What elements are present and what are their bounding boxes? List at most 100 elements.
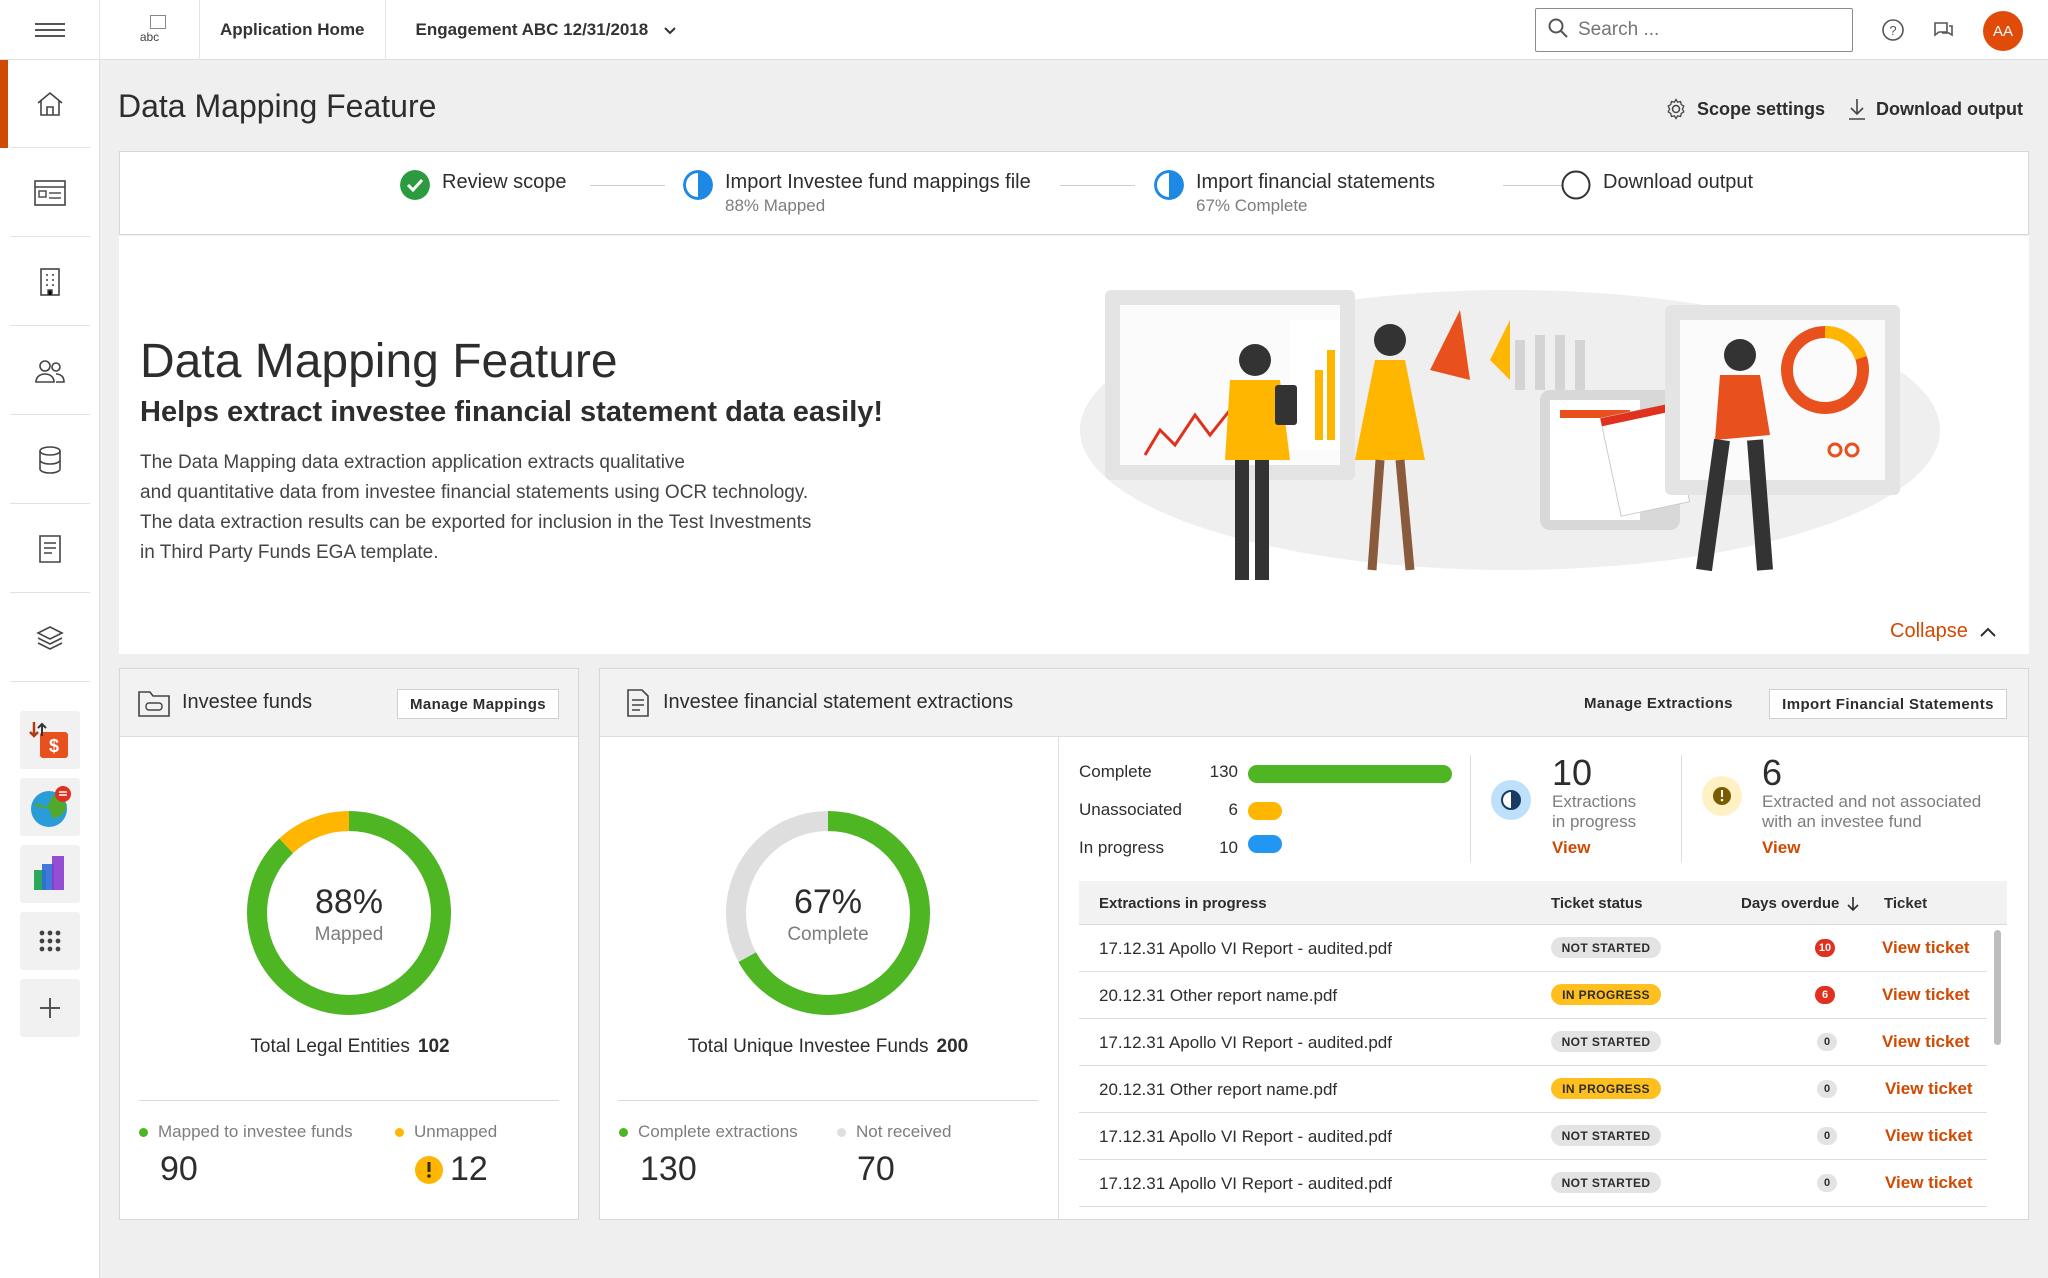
green-dot-icon (139, 1127, 148, 1137)
step-connector (1060, 185, 1135, 186)
app-globe[interactable] (20, 778, 80, 836)
check-circle-icon (400, 170, 430, 200)
dashboard-icon (34, 179, 66, 206)
days-overdue-badge: 0 (1817, 1127, 1837, 1145)
step-label: Download output (1603, 171, 1754, 193)
table-row: 20.12.31 Other report name.pdf IN PROGRES… (1079, 1066, 1987, 1113)
step-download-output[interactable]: Download output (1561, 170, 1753, 200)
days-overdue-badge: 6 (1815, 986, 1835, 1004)
plus-icon (40, 998, 60, 1018)
rail-people[interactable] (10, 327, 90, 415)
unmapped-value: 12 (450, 1150, 488, 1188)
step-review-scope[interactable]: Review scope (400, 170, 567, 200)
file-name: 17.12.31 Apollo VI Report - audited.pdf (1099, 1174, 1392, 1193)
column-header: Days overdue (1741, 895, 1840, 912)
chat-icon[interactable] (1930, 17, 1956, 43)
manage-extractions-link[interactable]: Manage Extractions (1584, 695, 1733, 712)
unmapped-segment (247, 811, 451, 1015)
search-icon (1548, 18, 1568, 43)
app-finance[interactable]: $ (20, 711, 80, 769)
download-icon (1849, 99, 1865, 120)
download-output-label: Download output (1876, 98, 2023, 119)
manage-mappings-button[interactable]: Manage Mappings (397, 689, 559, 719)
view-in-progress-link[interactable]: View (1552, 838, 1591, 857)
svg-text:$: $ (49, 736, 59, 756)
document-icon (627, 688, 649, 717)
complete-donut-label: 67% Complete (728, 883, 928, 946)
divider (1470, 755, 1471, 862)
layers-icon (36, 625, 64, 650)
application-home-link[interactable]: Application Home (200, 0, 386, 60)
step-sublabel: 88% Mapped (725, 196, 826, 215)
step-label: Import financial statements (1196, 171, 1435, 193)
complete-value: 130 (640, 1150, 697, 1188)
file-name: 20.12.31 Other report name.pdf (1099, 986, 1338, 1005)
status-badge: IN PROGRESS (1551, 984, 1661, 1005)
rail-dashboard[interactable] (10, 149, 90, 237)
rail-data[interactable] (10, 416, 90, 504)
view-ticket-link[interactable]: View ticket (1885, 1079, 1973, 1098)
search-box (1535, 8, 1853, 52)
avatar[interactable]: AA (1983, 11, 2023, 51)
unassociated-bar (1248, 802, 1282, 820)
days-overdue-sort[interactable]: Days overdue (1741, 895, 1859, 912)
view-ticket-link[interactable]: View ticket (1882, 1032, 1970, 1051)
table-row: 17.12.31 Apollo VI Report - audited.pdf N… (1079, 1160, 1987, 1207)
card-header: Investee funds (120, 669, 578, 737)
yellow-dot-icon (395, 1127, 404, 1137)
rail-entities[interactable] (10, 238, 90, 326)
view-ticket-link[interactable]: View ticket (1882, 938, 1970, 957)
legend-not-received: Not received (837, 1122, 951, 1142)
app-grid[interactable] (20, 912, 80, 970)
legend-label: Complete extractions (638, 1122, 798, 1141)
half-circle-icon (1154, 170, 1184, 200)
hero-description-line: in Third Party Funds EGA template. (140, 542, 439, 563)
divider (1058, 737, 1059, 1220)
card-title: Investee financial statement extractions (663, 691, 1014, 713)
view-ticket-link[interactable]: View ticket (1885, 1173, 1973, 1192)
table-scrollbar[interactable] (1994, 930, 2001, 1045)
finance-app-icon: $ (29, 722, 68, 758)
unmapped-value-group: 12 (414, 1150, 488, 1189)
step-label: Review scope (442, 171, 567, 193)
step-import-mappings[interactable]: Import Investee fund mappings file 88% M… (683, 170, 1031, 216)
warning-icon (415, 1155, 443, 1184)
import-financial-statements-button[interactable]: Import Financial Statements (1769, 689, 2007, 719)
investee-funds-card: Investee funds Manage Mappings (119, 668, 579, 1220)
view-ticket-link[interactable]: View ticket (1882, 985, 1970, 1004)
rail-reports[interactable] (10, 505, 90, 593)
donut-caption: Complete (787, 924, 869, 945)
view-unassociated-link[interactable]: View (1762, 838, 1801, 857)
help-icon[interactable]: ? (1880, 17, 1906, 43)
scope-settings-link[interactable]: Scope settings (1665, 98, 1825, 120)
donut-caption: Mapped (314, 924, 384, 945)
app-analytics[interactable] (20, 845, 80, 903)
rail-layers[interactable] (10, 594, 90, 682)
total-value: 102 (417, 1036, 450, 1057)
menu-button[interactable] (0, 0, 100, 60)
step-sublabel: 67% Complete (1196, 196, 1308, 215)
app-logo[interactable]: abc (100, 0, 200, 60)
bar-label: Complete (1079, 762, 1152, 781)
collapse-button[interactable]: Collapse (1890, 620, 1996, 643)
add-app-button[interactable] (20, 979, 80, 1037)
engagement-selector[interactable]: Engagement ABC 12/31/2018 (386, 0, 707, 60)
view-ticket-link[interactable]: View ticket (1885, 1126, 1973, 1145)
file-name: 17.12.31 Apollo VI Report - audited.pdf (1099, 939, 1392, 958)
chevron-up-icon (1980, 627, 1996, 637)
status-badge: IN PROGRESS (1551, 1078, 1661, 1099)
half-circle-icon (683, 170, 713, 200)
rail-home[interactable] (0, 60, 90, 148)
step-label: Import Investee fund mappings file (725, 171, 1031, 193)
legend-complete: Complete extractions (619, 1122, 798, 1142)
divider (618, 1100, 1038, 1101)
download-output-link[interactable]: Download output (1848, 98, 2023, 120)
search-input[interactable] (1578, 19, 1838, 41)
top-bar: abc Application Home Engagement ABC 12/3… (0, 0, 2048, 60)
status-badge: NOT STARTED (1551, 1172, 1661, 1193)
alert-icon (1702, 776, 1742, 816)
step-import-statements[interactable]: Import financial statements 67% Complete (1154, 170, 1435, 216)
legend-unmapped: Unmapped (395, 1122, 497, 1142)
building-icon (40, 267, 60, 296)
progress-stepper: Review scope Import Investee fund mappin… (119, 151, 2029, 235)
